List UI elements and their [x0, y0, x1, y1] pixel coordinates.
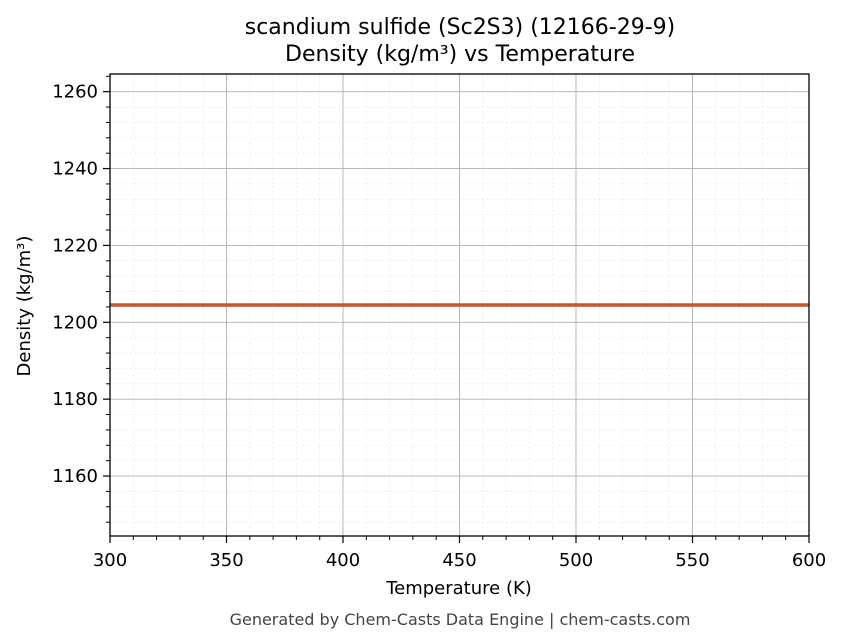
chart-title-line2: Density (kg/m³) vs Temperature — [285, 42, 635, 67]
y-tick-label: 1200 — [52, 312, 98, 333]
y-axis-ticks: 1160 1180 1200 1220 1240 1260 — [52, 75, 110, 523]
y-tick-label: 1260 — [52, 82, 98, 103]
x-tick-label: 600 — [792, 550, 826, 571]
y-tick-label: 1160 — [52, 466, 98, 487]
x-axis-ticks: 300 350 400 450 500 550 600 — [93, 536, 826, 571]
x-axis-label: Temperature (K) — [385, 578, 532, 599]
footer-credit: Generated by Chem-Casts Data Engine | ch… — [230, 610, 691, 629]
x-tick-label: 400 — [326, 550, 360, 571]
x-tick-label: 300 — [93, 550, 127, 571]
chart-title-line1: scandium sulfide (Sc2S3) (12166-29-9) — [245, 15, 676, 40]
y-tick-label: 1180 — [52, 389, 98, 410]
y-axis-label: Density (kg/m³) — [14, 236, 35, 377]
y-tick-label: 1220 — [52, 235, 98, 256]
x-tick-label: 450 — [442, 550, 476, 571]
x-tick-label: 550 — [675, 550, 709, 571]
x-tick-label: 500 — [559, 550, 593, 571]
x-tick-label: 350 — [209, 550, 243, 571]
y-tick-label: 1240 — [52, 159, 98, 180]
